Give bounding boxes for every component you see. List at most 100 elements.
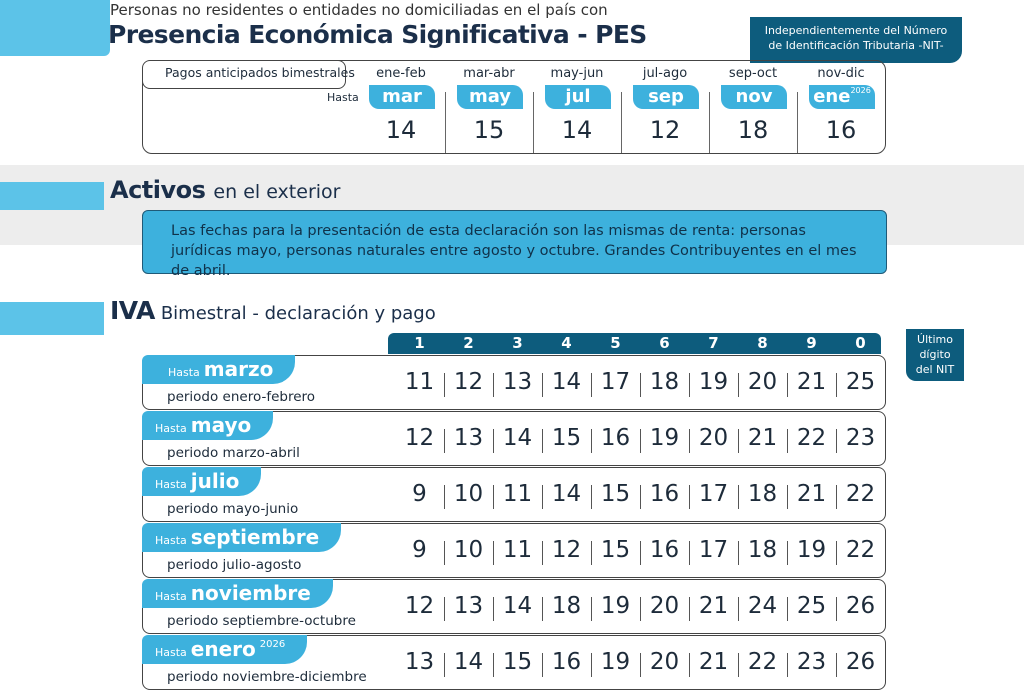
day: 14 <box>502 425 533 451</box>
day: 14 <box>502 593 533 619</box>
day-separator <box>640 541 641 565</box>
digit: 3 <box>512 334 523 352</box>
month-tab: Hasta julio <box>142 467 262 496</box>
day: 18 <box>747 537 778 563</box>
month: mayo <box>190 413 252 437</box>
day-separator <box>444 597 445 621</box>
digit-header <box>388 333 881 354</box>
month-tab: Hasta marzo <box>142 355 296 384</box>
section-title: Activos en el exterior <box>110 176 340 204</box>
day: 21 <box>796 481 827 507</box>
day-separator <box>738 541 739 565</box>
until: Hasta <box>168 366 200 379</box>
day: 21 <box>796 369 827 395</box>
column-separator <box>621 92 622 153</box>
day: 15 <box>502 649 533 675</box>
day: 17 <box>600 369 631 395</box>
digit: 8 <box>757 334 768 352</box>
day: 10 <box>453 481 484 507</box>
badge-line: de Identificación Tributaria -NIT- <box>768 39 944 52</box>
day-separator <box>787 541 788 565</box>
day: 13 <box>502 369 533 395</box>
day: 10 <box>453 537 484 563</box>
month-tab: mar <box>369 85 435 109</box>
month: mar <box>382 86 422 107</box>
day-separator <box>689 653 690 677</box>
day: 21 <box>698 593 729 619</box>
day-separator <box>591 485 592 509</box>
year: 2026 <box>850 86 871 95</box>
day: 25 <box>845 369 876 395</box>
month: enero <box>190 637 256 661</box>
month: nov <box>735 86 773 107</box>
day-separator <box>542 597 543 621</box>
until: Hasta <box>155 478 187 491</box>
digit-note-line: dígito <box>919 348 951 361</box>
day: 14 <box>385 116 417 144</box>
column-separator <box>445 92 446 153</box>
day-separator <box>787 597 788 621</box>
day-separator <box>738 485 739 509</box>
day: 25 <box>796 593 827 619</box>
day-separator <box>444 429 445 453</box>
day-separator <box>836 373 837 397</box>
day: 9 <box>412 481 427 507</box>
month-tab: ene2026 <box>809 85 875 109</box>
year: 2026 <box>259 639 286 650</box>
title: Activos <box>110 176 206 204</box>
day: 11 <box>502 481 533 507</box>
day-separator <box>689 373 690 397</box>
day: 22 <box>747 649 778 675</box>
month: noviembre <box>190 581 311 605</box>
day-separator <box>836 597 837 621</box>
accent-bar <box>0 302 104 335</box>
month-tab: may <box>457 85 523 109</box>
day-separator <box>738 653 739 677</box>
day-separator <box>493 429 494 453</box>
day: 21 <box>698 649 729 675</box>
day: 15 <box>600 481 631 507</box>
day-separator <box>640 429 641 453</box>
day-separator <box>836 485 837 509</box>
day: 17 <box>698 481 729 507</box>
day: 18 <box>737 116 769 144</box>
day: 20 <box>649 593 680 619</box>
month: julio <box>190 469 240 493</box>
period: jul-ago <box>642 66 688 81</box>
month: marzo <box>203 357 274 381</box>
month: may <box>468 86 512 107</box>
day-separator <box>689 429 690 453</box>
day: 11 <box>502 537 533 563</box>
day-separator <box>738 429 739 453</box>
period: ene-feb <box>376 66 426 81</box>
day-separator <box>444 653 445 677</box>
day-separator <box>591 373 592 397</box>
day: 16 <box>551 649 582 675</box>
day-separator <box>640 485 641 509</box>
subtitle: en el exterior <box>213 181 341 203</box>
digit: 6 <box>659 334 670 352</box>
day: 22 <box>845 481 876 507</box>
day: 13 <box>404 649 435 675</box>
day: 14 <box>551 481 582 507</box>
title: IVA <box>110 296 155 325</box>
day: 19 <box>600 649 631 675</box>
day-separator <box>787 373 788 397</box>
day: 14 <box>561 116 593 144</box>
until: Hasta <box>155 534 187 547</box>
day: 18 <box>649 369 680 395</box>
month: sep <box>648 86 684 107</box>
period: nov-dic <box>817 66 865 81</box>
day: 20 <box>747 369 778 395</box>
month-tab: Hasta enero 2026 <box>142 635 308 664</box>
month-tab: Hasta septiembre <box>142 523 342 552</box>
period: may-jun <box>550 66 604 81</box>
day-separator <box>836 653 837 677</box>
month-tab: nov <box>721 85 787 109</box>
day-separator <box>542 653 543 677</box>
day: 13 <box>453 593 484 619</box>
day-separator <box>787 653 788 677</box>
column-separator <box>533 92 534 153</box>
info-box: Las fechas para la presentación de esta … <box>142 210 887 279</box>
digit: 2 <box>463 334 474 352</box>
